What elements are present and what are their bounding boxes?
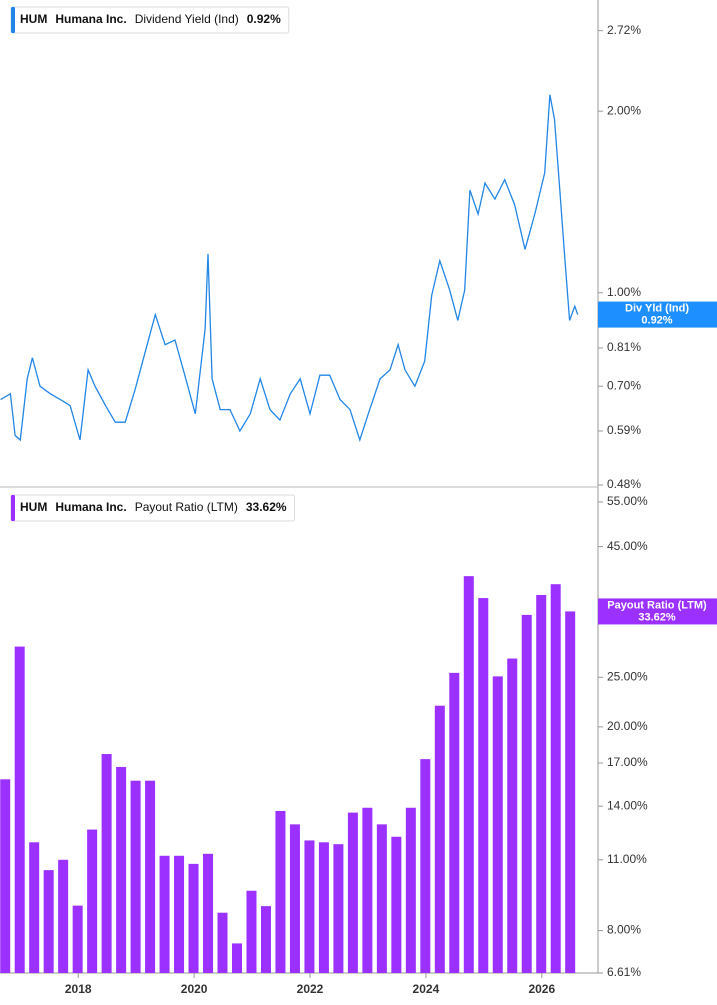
bar xyxy=(116,766,127,973)
bar xyxy=(145,780,156,973)
bar xyxy=(362,807,373,973)
x-tick-label: 2020 xyxy=(181,982,208,996)
bar xyxy=(521,614,532,973)
bar xyxy=(246,890,257,973)
x-tick-label: 2018 xyxy=(65,982,92,996)
bar xyxy=(420,759,431,973)
bar xyxy=(260,906,271,973)
bar xyxy=(29,842,40,973)
bar xyxy=(376,824,387,973)
y-tick-label: 0.48% xyxy=(607,477,641,491)
y-tick-label: 2.00% xyxy=(607,103,641,117)
bar xyxy=(188,863,199,973)
bar xyxy=(87,829,98,973)
y-tick-label: 8.00% xyxy=(607,923,641,937)
y-tick-label: 14.00% xyxy=(607,798,648,812)
last-value-badge xyxy=(598,598,717,625)
header-ticker: HUM xyxy=(20,500,47,514)
bar xyxy=(333,844,344,973)
bar xyxy=(405,807,416,973)
badge-label: Payout Ratio (LTM) xyxy=(607,599,707,611)
x-tick-label: 2022 xyxy=(297,982,324,996)
bar xyxy=(231,943,242,973)
bar xyxy=(174,855,185,973)
bar xyxy=(507,658,518,973)
y-tick-label: 6.61% xyxy=(607,965,641,979)
bar xyxy=(536,594,547,973)
header-latest: 33.62% xyxy=(246,500,287,514)
bar xyxy=(289,824,300,973)
bar xyxy=(391,836,402,973)
y-tick-label: 1.00% xyxy=(607,285,641,299)
badge-label: Div Yld (Ind) xyxy=(625,303,689,315)
y-tick-label: 45.00% xyxy=(607,539,648,553)
header-title: Payout Ratio (LTM) xyxy=(135,500,238,514)
bar xyxy=(434,705,445,973)
x-tick-label: 2026 xyxy=(528,982,555,996)
header-latest: 0.92% xyxy=(247,12,281,26)
y-tick-label: 11.00% xyxy=(607,852,647,866)
bar xyxy=(203,853,214,973)
y-tick-label: 17.00% xyxy=(607,755,648,769)
bar xyxy=(72,905,83,973)
y-tick-label: 0.59% xyxy=(607,423,641,437)
bar xyxy=(565,611,576,973)
bar xyxy=(0,779,11,973)
bar xyxy=(101,754,112,973)
last-value-badge xyxy=(598,301,717,328)
header-accent xyxy=(11,7,15,33)
bar xyxy=(347,812,358,973)
bar xyxy=(159,855,170,973)
header-ticker: HUM xyxy=(20,12,47,26)
bar xyxy=(14,646,25,973)
header-company: Humana Inc. xyxy=(55,12,126,26)
bar xyxy=(217,912,228,973)
bar xyxy=(318,842,329,973)
bar xyxy=(463,576,474,973)
bar xyxy=(449,672,460,973)
bar xyxy=(550,584,561,973)
header-title: Dividend Yield (Ind) xyxy=(135,12,239,26)
y-tick-label: 55.00% xyxy=(607,494,648,508)
bar xyxy=(275,810,286,973)
data-line xyxy=(0,94,579,443)
header-company: Humana Inc. xyxy=(55,500,126,514)
bar xyxy=(130,780,141,973)
bar xyxy=(43,870,54,973)
bar xyxy=(492,676,503,973)
y-tick-label: 25.00% xyxy=(607,669,648,683)
y-tick-label: 0.70% xyxy=(607,378,641,392)
bar xyxy=(58,859,69,973)
badge-value: 33.62% xyxy=(638,611,676,623)
y-tick-label: 0.81% xyxy=(607,340,641,354)
bar xyxy=(478,598,489,973)
y-tick-label: 2.72% xyxy=(607,23,641,37)
y-tick-label: 20.00% xyxy=(607,719,648,733)
x-tick-label: 2024 xyxy=(413,982,440,996)
bar xyxy=(304,840,315,973)
header-accent xyxy=(11,495,15,521)
badge-value: 0.92% xyxy=(641,315,672,327)
